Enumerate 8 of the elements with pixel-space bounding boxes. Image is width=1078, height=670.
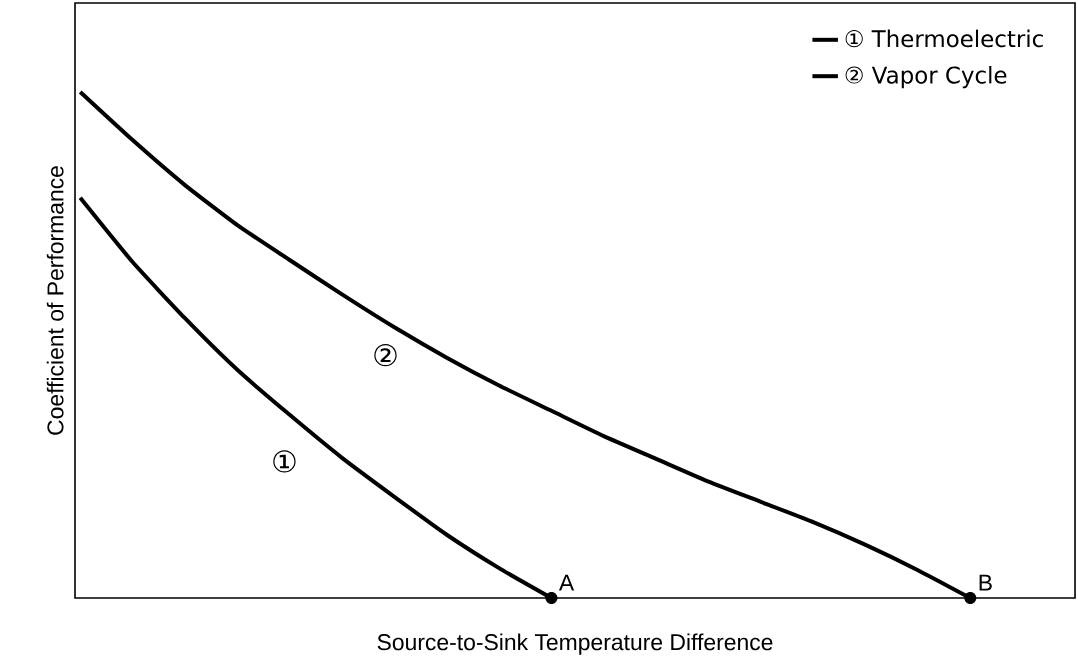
legend-label: ① Thermoelectric xyxy=(845,29,1043,48)
y-axis-title: Coefficient of Performance xyxy=(46,166,64,435)
annotation: ② xyxy=(374,343,397,367)
annotation: A xyxy=(558,574,575,591)
annotation: B xyxy=(979,574,992,591)
legend-label: ② Vapor Cycle xyxy=(845,65,1007,89)
annotation: ① xyxy=(273,450,296,473)
x-axis-title: Source-to-Sink Temperature Difference xyxy=(377,633,773,655)
